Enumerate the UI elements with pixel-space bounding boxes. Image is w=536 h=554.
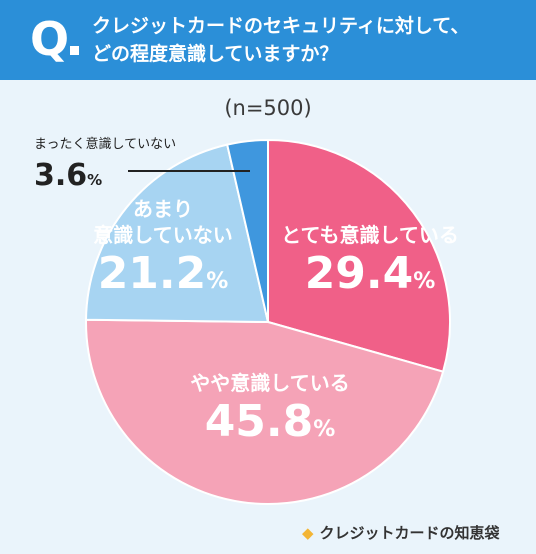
leader-line: [128, 170, 250, 172]
label-not-at-all-conscious: まったく意識していない 3.6%: [34, 133, 176, 193]
slice-not-at-all-conscious: [225, 138, 269, 323]
brand-icon: ◆: [302, 524, 314, 542]
label-not-very-line1: あまり: [133, 197, 193, 221]
label-very-conscious-text: とても意識している: [281, 223, 459, 247]
label-somewhat-conscious-text: やや意識している: [190, 371, 350, 395]
slice-very-conscious: [267, 138, 451, 373]
brand-logo: ◆ クレジットカードの知恵袋: [302, 522, 500, 543]
slice-somewhat-conscious: [85, 318, 445, 505]
label-not-very-line2: 意識していない: [93, 223, 233, 247]
label-not-at-all-text: まったく意識していない: [34, 137, 177, 152]
label-very-conscious: とても意識している 29.4%: [270, 222, 470, 308]
label-very-conscious-value: 29.4%: [304, 248, 436, 299]
label-somewhat-conscious-value: 45.8%: [204, 396, 336, 447]
label-somewhat-conscious: やや意識している 45.8%: [160, 370, 380, 456]
q-mark: Q: [30, 12, 70, 66]
question-header: Q クレジットカードのセキュリティに対して、 どの程度意識していますか？: [0, 0, 536, 80]
sample-size-label: (n=500): [224, 96, 312, 120]
brand-name: クレジットカードの知恵袋: [319, 524, 500, 542]
slice-not-very-conscious: [85, 143, 270, 324]
label-not-very-conscious-value: 21.2%: [97, 248, 229, 299]
label-not-very-conscious: あまり 意識していない 21.2%: [88, 196, 238, 308]
question-text: クレジットカードのセキュリティに対して、 どの程度意識していますか？: [92, 15, 470, 65]
q-dot: [70, 46, 79, 55]
label-not-at-all-value: 3.6%: [34, 158, 103, 193]
